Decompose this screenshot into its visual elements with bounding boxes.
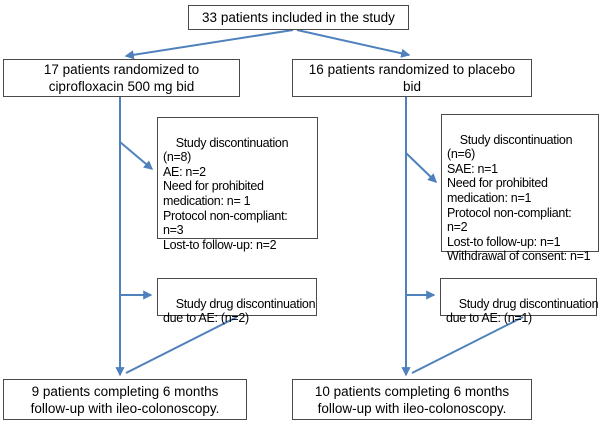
arrow-placebo-to-discontinuation <box>405 152 437 183</box>
ciprofloxacin-completion-box: 9 patients completing 6 months follow-up… <box>3 379 247 420</box>
ciprofloxacin-discontinuation-text: Study discontinuation (n=8) AE: n=2 Need… <box>163 135 289 252</box>
placebo-drug-discontinuation-text: Study drug discontinuation due to AE: (n… <box>446 296 599 326</box>
arrow-cipro-to-discontinuation <box>119 141 154 170</box>
ciprofloxacin-arm-text: 17 patients randomized to ciprofloxacin … <box>43 62 200 94</box>
ciprofloxacin-drug-discontinuation-box: Study drug discontinuation due to AE: (n… <box>157 278 317 325</box>
line-cipro-drug-discontinuation-merge <box>125 316 238 374</box>
placebo-completion-box: 10 patients completing 6 months follow-u… <box>292 379 532 420</box>
placebo-discontinuation-text: Study discontinuation (n=6) SAE: n=1 Nee… <box>447 132 591 264</box>
ciprofloxacin-discontinuation-box: Study discontinuation (n=8) AE: n=2 Need… <box>157 117 318 252</box>
ciprofloxacin-arm-box: 17 patients randomized to ciprofloxacin … <box>3 59 240 97</box>
ciprofloxacin-drug-discontinuation-text: Study drug discontinuation due to AE: (n… <box>163 296 316 326</box>
line-placebo-drug-discontinuation-merge <box>411 316 524 374</box>
placebo-completion-text: 10 patients completing 6 months follow-u… <box>314 383 510 416</box>
placebo-discontinuation-box: Study discontinuation (n=6) SAE: n=1 Nee… <box>441 114 599 263</box>
included-patients-text: 33 patients included in the study <box>202 10 395 25</box>
placebo-arm-text: 16 patients randomized to placebo bid <box>308 62 516 94</box>
included-patients-box: 33 patients included in the study <box>188 5 409 30</box>
placebo-drug-discontinuation-box: Study drug discontinuation due to AE: (n… <box>440 278 599 325</box>
placebo-arm-box: 16 patients randomized to placebo bid <box>292 59 532 97</box>
ciprofloxacin-completion-text: 9 patients completing 6 months follow-up… <box>30 383 220 416</box>
arrow-included-to-cipro-arm <box>124 29 294 60</box>
arrow-included-to-placebo-arm <box>296 29 411 58</box>
